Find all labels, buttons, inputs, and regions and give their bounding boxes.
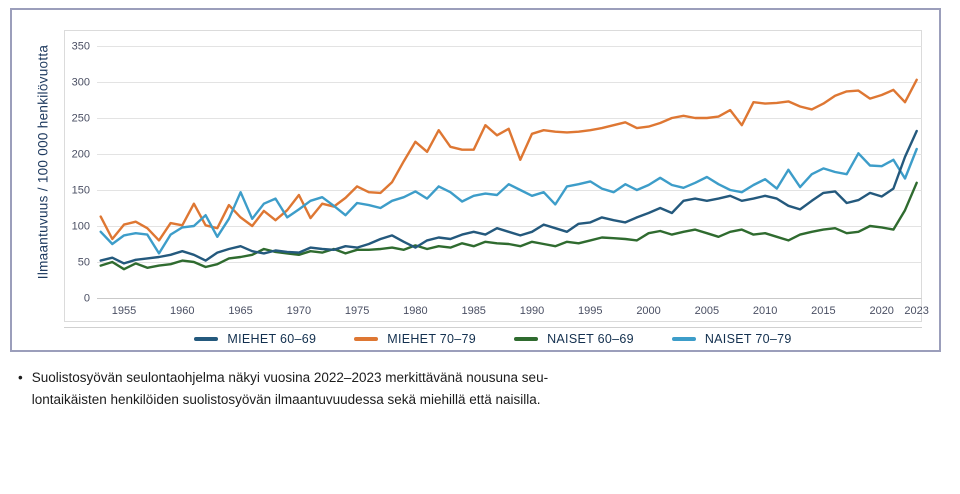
chart-legend: MIEHET 60–69 MIEHET 70–79 NAISET 60–69 NAIS… (64, 332, 922, 346)
legend-swatch (671, 337, 696, 341)
note-line: lontaikäisten henkilöiden suolistosyövän… (31, 391, 541, 407)
bullet-marker: • (18, 370, 23, 385)
series-line-3 (99, 181, 918, 271)
note-line: Suolistosyövän seulontaohjelma näkyi vuo… (31, 370, 549, 385)
legend-item: MIEHET 60–69 (194, 332, 316, 346)
y-tick-label: 150 (72, 185, 90, 197)
x-tick-label-2020: 2020 (869, 305, 893, 317)
x-tick-label-2023: 2023 (904, 305, 928, 317)
y-tick-label: 300 (72, 77, 90, 89)
y-axis-title: Ilmaantuvuus / 100 000 henkilövuotta (35, 44, 51, 280)
legend-swatch (514, 337, 539, 341)
x-tick-label-1955: 1955 (112, 305, 136, 317)
legend-label: MIEHET 60–69 (227, 332, 317, 346)
x-tick-label-2010: 2010 (753, 305, 777, 317)
chart-panel: Ilmaantuvuus / 100 000 henkilövuotta 350… (10, 8, 941, 352)
y-tick-label: 50 (78, 257, 90, 269)
series-line-1 (99, 129, 918, 265)
y-tick-label: 350 (72, 41, 90, 53)
y-tick-label: 0 (84, 293, 90, 305)
legend-item: MIEHET 70–79 (354, 332, 476, 346)
legend-separator (64, 327, 922, 328)
x-tick-label-1960: 1960 (170, 305, 194, 317)
x-tick-label-1975: 1975 (345, 305, 369, 317)
y-tick-label: 200 (72, 149, 90, 161)
series-line-2 (99, 78, 918, 242)
x-tick-label-2005: 2005 (695, 305, 719, 317)
chart-svg: 350 300 250 200 150 100 50 0 1955 1960 1965 1970 197… (64, 30, 929, 322)
x-tick-label-1965: 1965 (228, 305, 252, 317)
series-line-4 (99, 147, 918, 255)
legend-item: NAISET 60–69 (514, 332, 634, 346)
legend-label: MIEHET 70–79 (387, 332, 477, 346)
note-text: • Suolistosyövän seulontaohjelma näkyi v… (18, 367, 658, 410)
legend-label: NAISET 60–69 (547, 332, 634, 346)
x-tick-label-1995: 1995 (578, 305, 602, 317)
y-tick-label: 250 (72, 113, 90, 125)
legend-swatch (354, 337, 379, 341)
x-tick-label-1980: 1980 (403, 305, 427, 317)
y-tick-label: 100 (72, 221, 90, 233)
plot-area-border (64, 30, 922, 322)
x-tick-label-2015: 2015 (811, 305, 835, 317)
x-tick-label-1985: 1985 (461, 305, 485, 317)
x-tick-label-1990: 1990 (520, 305, 544, 317)
legend-swatch (194, 337, 219, 341)
note-lines: Suolistosyövän seulontaohjelma näkyi vuo… (32, 367, 548, 410)
x-tick-label-1970: 1970 (287, 305, 311, 317)
legend-label: NAISET 70–79 (704, 332, 792, 346)
x-tick-label-2000: 2000 (636, 305, 660, 317)
legend-item: NAISET 70–79 (671, 332, 792, 346)
